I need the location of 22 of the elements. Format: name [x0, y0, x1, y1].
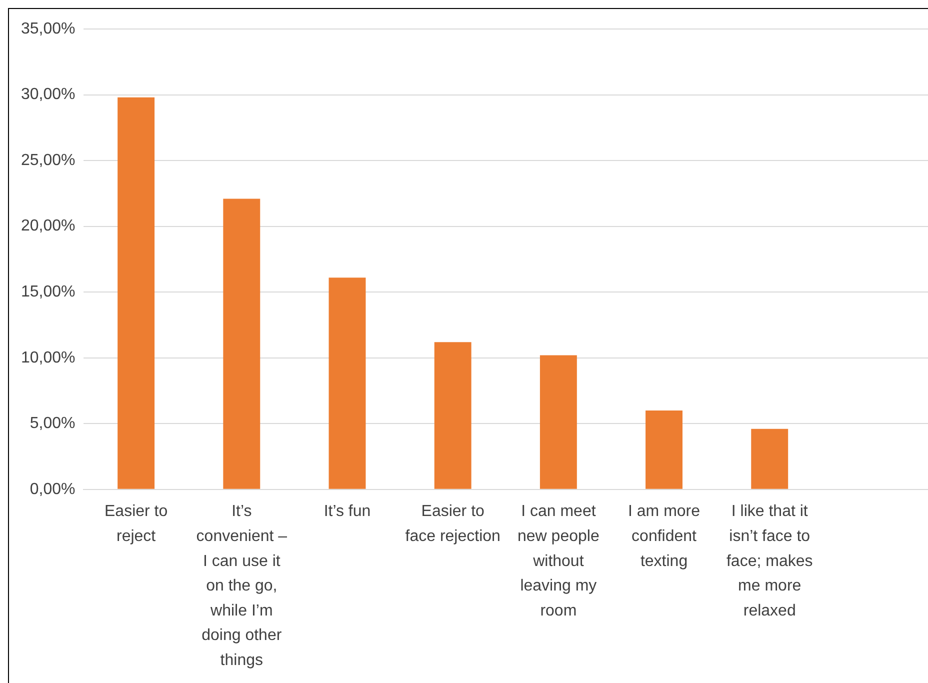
bar: [646, 410, 682, 489]
bar: [118, 97, 155, 489]
y-tick-label: 25,00%: [21, 152, 76, 169]
bar: [434, 342, 472, 489]
bar: [328, 278, 366, 489]
x-tick-label: Easier to face rejection: [405, 503, 500, 546]
y-tick-label: 35,00%: [21, 20, 76, 38]
bar: [751, 428, 788, 489]
y-tick-label: 15,00%: [21, 283, 76, 300]
x-tick-label: I can meet new people without leaving my room: [518, 503, 600, 620]
y-tick-label: 5,00%: [30, 415, 76, 432]
y-tick-label: 10,00%: [21, 349, 76, 366]
x-tick-label: I am more confident texting: [628, 503, 700, 570]
x-tick-label: I like that it isn’t face to face; makes me more relaxed: [726, 503, 813, 620]
x-tick-label: It’s convenient – I can use it on the go, while I’m doing other things: [196, 503, 288, 670]
bar: [540, 355, 577, 489]
bar: [223, 198, 260, 489]
x-tick-label: It’s fun: [324, 503, 371, 520]
y-tick-label: 30,00%: [21, 86, 76, 104]
y-tick-label: 0,00%: [30, 480, 76, 498]
x-tick-label: Easier to reject: [104, 503, 168, 546]
y-tick-label: 20,00%: [21, 218, 76, 235]
